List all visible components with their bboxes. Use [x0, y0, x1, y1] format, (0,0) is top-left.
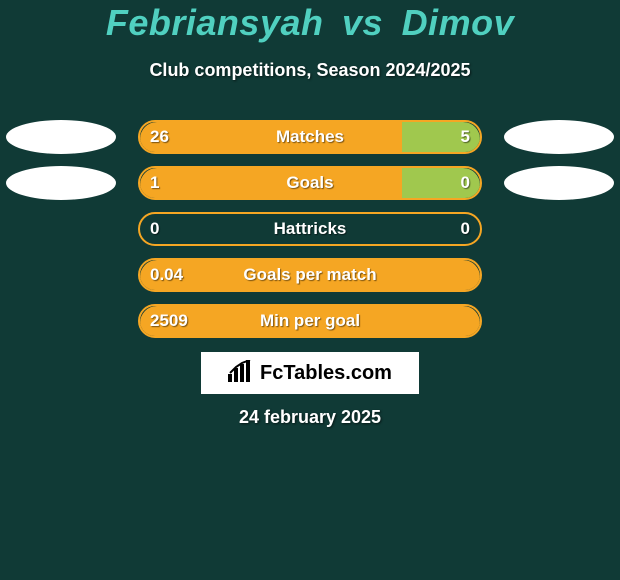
stat-row: 0.04Goals per match	[0, 258, 620, 292]
title-player1: Febriansyah	[106, 2, 324, 43]
title-player2: Dimov	[402, 2, 515, 43]
stat-label: Goals per match	[138, 258, 482, 292]
stat-row: 265Matches	[0, 120, 620, 154]
date-label: 24 february 2025	[0, 407, 620, 428]
stat-row: 10Goals	[0, 166, 620, 200]
country-badge-left	[6, 166, 116, 200]
stat-row: 00Hattricks	[0, 212, 620, 246]
title-vs: vs	[342, 2, 383, 43]
stat-label: Min per goal	[138, 304, 482, 338]
stat-row: 2509Min per goal	[0, 304, 620, 338]
country-badge-right	[504, 166, 614, 200]
subtitle: Club competitions, Season 2024/2025	[0, 60, 620, 81]
country-badge-right	[504, 120, 614, 154]
stat-rows: 265Matches 10Goals 00Hattricks 0.04Goals pe…	[0, 120, 620, 350]
brand-name: FcTables.com	[260, 362, 392, 385]
stat-label: Goals	[138, 166, 482, 200]
country-badge-left	[6, 120, 116, 154]
brand-logo: FcTables.com	[201, 352, 419, 394]
comparison-card: Febriansyah vs Dimov Club competitions, …	[0, 0, 620, 580]
title: Febriansyah vs Dimov	[0, 2, 620, 44]
stat-label: Hattricks	[138, 212, 482, 246]
stat-label: Matches	[138, 120, 482, 154]
bars-icon	[228, 360, 254, 387]
